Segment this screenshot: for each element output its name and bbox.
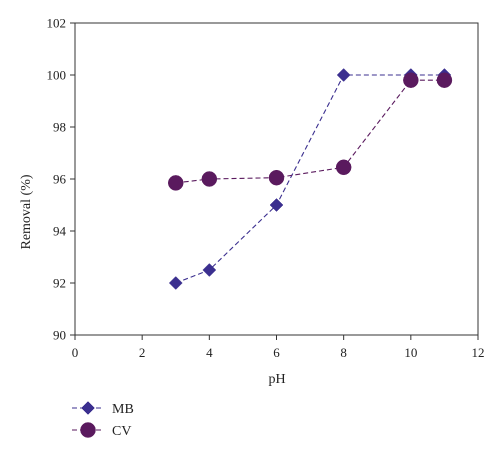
legend: MB CV <box>72 401 134 439</box>
y-tick-label: 90 <box>53 328 66 343</box>
y-tick-label: 94 <box>53 224 67 239</box>
x-tick-label: 4 <box>206 345 213 360</box>
x-tick-label: 10 <box>404 345 417 360</box>
x-tick-label: 12 <box>472 345 485 360</box>
x-tick-label: 6 <box>273 345 280 360</box>
data-point-mb <box>269 198 284 212</box>
series-line-cv <box>175 79 445 184</box>
x-tick-label: 2 <box>139 345 146 360</box>
y-tick-label: 102 <box>47 16 67 31</box>
y-tick-label: 98 <box>53 120 66 135</box>
x-tick-label: 0 <box>72 345 79 360</box>
legend-label-cv: CV <box>112 424 131 439</box>
legend-marker-mb <box>81 401 95 415</box>
data-point-cv <box>168 175 184 191</box>
x-tick-label: 8 <box>340 345 347 360</box>
data-point-cv <box>436 72 453 88</box>
y-tick-label: 100 <box>47 68 67 83</box>
data-point-mb <box>168 276 183 290</box>
axes: 0 2 4 6 8 10 12 90 92 94 96 98 100 102 <box>47 16 485 361</box>
data-point-cv <box>403 72 419 88</box>
data-point-cv <box>335 159 352 176</box>
data-point-cv <box>268 169 285 186</box>
data-point-mb <box>336 68 351 82</box>
legend-marker-cv <box>80 422 96 438</box>
y-axis-title-group: Removal (%) <box>19 174 34 249</box>
series-markers <box>168 68 453 290</box>
y-axis-title: Removal (%) <box>19 174 34 249</box>
y-tick-label: 92 <box>53 276 66 291</box>
x-axis-title: pH <box>268 372 285 387</box>
legend-label-mb: MB <box>112 402 134 417</box>
y-tick-label: 96 <box>53 172 67 187</box>
data-point-cv <box>201 171 218 187</box>
data-point-mb <box>202 263 217 277</box>
